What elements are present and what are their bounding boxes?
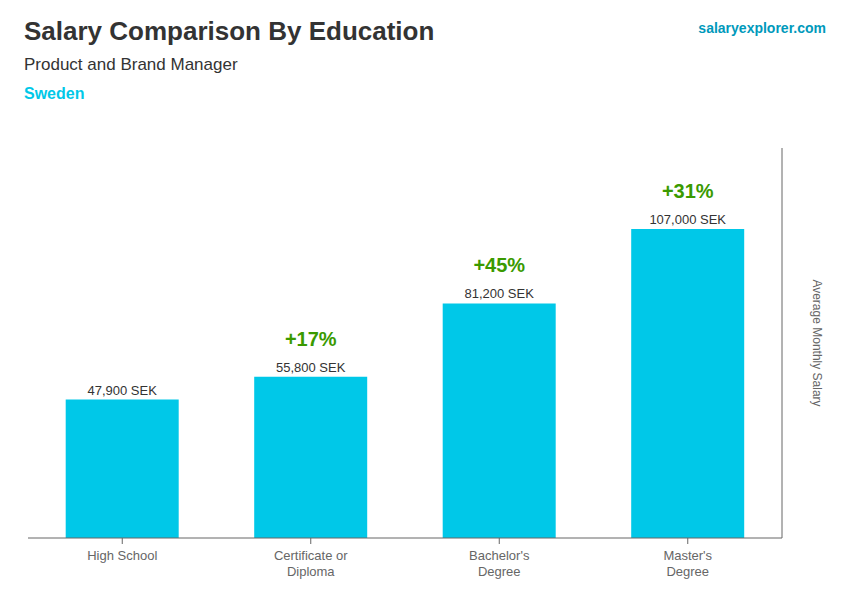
html-text:Product and Brand Manager: Product and Brand Manager bbox=[24, 55, 238, 74]
svg-text:55,800 SEK: 55,800 SEK bbox=[276, 360, 346, 375]
html-text:salaryexplorer.com: salaryexplorer.com bbox=[698, 20, 826, 36]
svg-text:Bachelor'sDegree: Bachelor'sDegree bbox=[469, 548, 530, 579]
svg-text:47,900 SEK: 47,900 SEK bbox=[88, 383, 158, 398]
svg-text:Certificate orDiploma: Certificate orDiploma bbox=[274, 548, 348, 579]
svg-text:81,200 SEK: 81,200 SEK bbox=[465, 286, 535, 301]
svg-text:Average Monthly Salary: Average Monthly Salary bbox=[810, 279, 824, 406]
svg-text:Master'sDegree: Master'sDegree bbox=[663, 548, 712, 579]
html-text:Salary Comparison By Education: Salary Comparison By Education bbox=[24, 16, 435, 46]
svg-text:107,000 SEK: 107,000 SEK bbox=[649, 212, 726, 227]
svg-text:+31%: +31% bbox=[662, 180, 714, 202]
html-text:Sweden: Sweden bbox=[24, 85, 85, 102]
svg-text:+45%: +45% bbox=[473, 254, 525, 276]
svg-text:+17%: +17% bbox=[285, 328, 337, 350]
svg-text:High School: High School bbox=[87, 548, 157, 563]
